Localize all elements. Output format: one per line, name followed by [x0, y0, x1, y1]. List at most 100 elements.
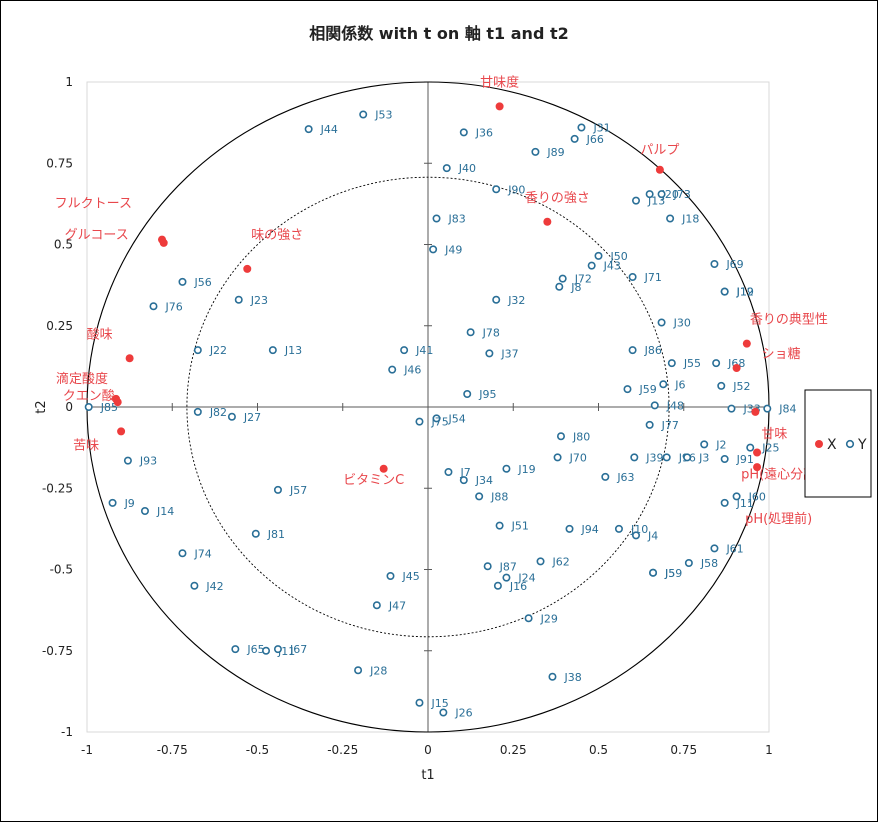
- point-x-label: 甘味度: [480, 74, 519, 90]
- point-y-label: J12: [736, 286, 754, 299]
- point-y-label: J47: [388, 599, 406, 612]
- point-y: [388, 365, 397, 374]
- x-tick-label: -0.5: [246, 743, 269, 757]
- point-x-label: 香りの強さ: [525, 191, 590, 206]
- point-y-label: J52: [732, 380, 750, 393]
- point-y-label: J16: [509, 580, 527, 593]
- point-x-label: 甘味: [761, 427, 787, 442]
- point-y-label: J25: [761, 442, 779, 455]
- point-x: [495, 102, 504, 111]
- legend-label-y: Y: [857, 437, 867, 453]
- point-y-label: J62: [552, 555, 570, 568]
- legend-marker-y: [845, 439, 855, 449]
- point-y: [178, 549, 187, 558]
- point-x-label: pH(処理前): [745, 511, 812, 527]
- point-y: [659, 380, 668, 389]
- point-y: [577, 123, 586, 132]
- point-y: [415, 698, 424, 707]
- point-y: [273, 485, 282, 494]
- point-y-label: J50: [610, 250, 628, 263]
- legend: X Y: [804, 389, 872, 498]
- point-y-label: J36: [475, 126, 493, 139]
- point-y-label: J19: [517, 463, 535, 476]
- point-y-label: J51: [511, 520, 529, 533]
- point-y: [632, 196, 641, 205]
- point-y-label: J74: [193, 547, 211, 560]
- point-y-label: J49: [444, 243, 462, 256]
- y-axis-label: t2: [34, 400, 49, 413]
- point-y: [442, 164, 451, 173]
- point-y: [108, 498, 117, 507]
- point-y: [466, 328, 475, 337]
- point-y-label: J3: [698, 451, 709, 464]
- point-y-label: J19: [736, 286, 754, 299]
- point-y: [746, 443, 755, 452]
- point-y-label: J55: [683, 357, 701, 370]
- point-x: [243, 264, 252, 273]
- point-y-label: J32: [507, 294, 525, 307]
- point-y-label: J85: [100, 401, 118, 414]
- point-x: [113, 398, 122, 407]
- point-y: [558, 274, 567, 283]
- point-y: [662, 453, 671, 462]
- point-y-label: J67: [289, 643, 307, 656]
- point-y-label: J22: [209, 344, 227, 357]
- point-y: [553, 453, 562, 462]
- point-y: [587, 261, 596, 270]
- point-y: [717, 381, 726, 390]
- y-tick-label: 1: [65, 75, 73, 89]
- point-x-label: 味の強さ: [251, 228, 303, 243]
- point-y-label: J59: [638, 383, 656, 396]
- point-y-label: J81: [267, 528, 285, 541]
- point-y: [268, 346, 277, 355]
- point-y-label: J34: [475, 474, 493, 487]
- point-y-label: J80: [572, 430, 590, 443]
- point-y: [524, 614, 533, 623]
- point-y-label: J95: [478, 388, 496, 401]
- x-tick-label: 0.5: [589, 743, 608, 757]
- point-y-label: J6: [674, 378, 685, 391]
- point-y-label: J11: [736, 497, 754, 510]
- point-y: [565, 524, 574, 533]
- point-y: [645, 420, 654, 429]
- point-y-label: J90: [507, 183, 525, 196]
- point-y: [372, 601, 381, 610]
- point-y-label: J70: [569, 451, 587, 464]
- point-x-label: ビタミンC: [343, 473, 404, 488]
- point-y: [429, 245, 438, 254]
- point-y: [140, 506, 149, 515]
- y-tick-label: 0: [65, 400, 73, 414]
- y-tick-label: -0.5: [50, 563, 73, 577]
- point-y: [628, 346, 637, 355]
- point-y-label: J56: [193, 276, 211, 289]
- point-x: [159, 238, 168, 247]
- point-y-label: J28: [369, 664, 387, 677]
- point-y: [432, 214, 441, 223]
- point-y-label: J2: [715, 438, 726, 451]
- point-x-label: グルコース: [65, 228, 129, 243]
- point-y: [727, 404, 736, 413]
- point-y: [492, 185, 501, 194]
- point-y: [710, 544, 719, 553]
- y-tick-label: -0.75: [42, 644, 73, 658]
- point-y-label: J8: [570, 281, 581, 294]
- point-y: [628, 272, 637, 281]
- point-y-label: J94: [581, 523, 599, 536]
- point-y: [273, 645, 282, 654]
- y-tick-label: 0.25: [46, 319, 73, 333]
- point-y: [492, 295, 501, 304]
- point-x-label: クエン酸: [63, 389, 115, 404]
- point-y: [710, 259, 719, 268]
- point-y: [193, 346, 202, 355]
- point-y: [386, 571, 395, 580]
- point-x-label: ショ糖: [762, 346, 801, 362]
- point-x: [751, 407, 760, 416]
- point-y-label: J13: [284, 344, 302, 357]
- point-y: [531, 147, 540, 156]
- point-y: [444, 467, 453, 476]
- point-y-label: J15: [430, 697, 448, 710]
- point-y: [684, 558, 693, 567]
- point-x: [732, 364, 741, 372]
- point-x: [753, 448, 762, 457]
